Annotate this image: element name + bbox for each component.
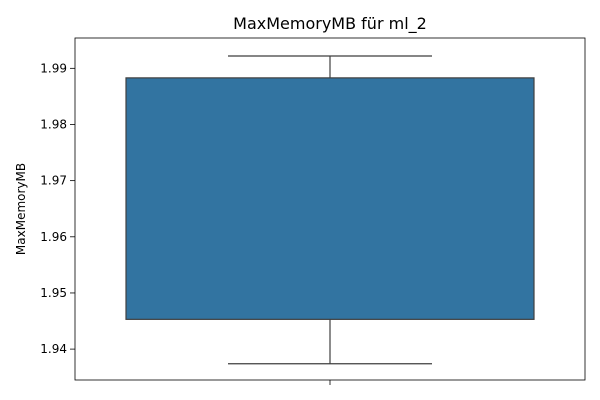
y-tick-label: 1.94: [40, 342, 67, 356]
iqr-box: [125, 77, 535, 320]
y-tick-label: 1.96: [40, 230, 67, 244]
y-tick-label: 1.95: [40, 286, 67, 300]
y-axis: 1.94 1.95 1.96 1.97 1.98 1.99: [40, 61, 75, 356]
y-tick-label: 1.99: [40, 61, 67, 75]
y-tick-label: 1.97: [40, 174, 67, 188]
chart-title: MaxMemoryMB für ml_2: [233, 14, 427, 34]
y-tick-label: 1.98: [40, 117, 67, 131]
box-plot: [125, 55, 535, 365]
y-axis-label: MaxMemoryMB: [14, 163, 28, 255]
